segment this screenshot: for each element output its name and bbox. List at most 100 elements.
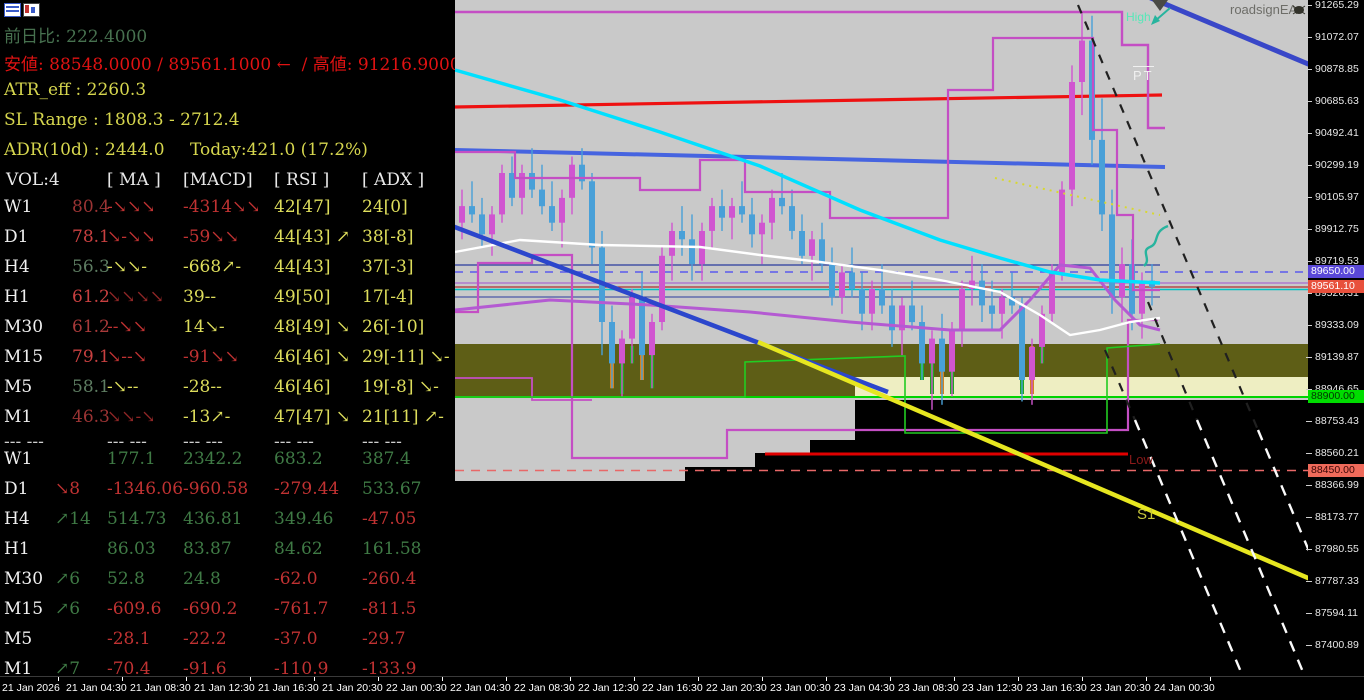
price-tick: 90685.63 [1306,95,1359,107]
cell-trend: ↘8 [55,479,81,499]
cell-macd: -668↗- [183,257,242,277]
table-row: M30 61.2 --↘↘ 14↘- 48[49] ↘ 26[-10] [0,317,455,347]
cell-v3: -279.44 [274,479,340,499]
price-tick: 89333.09 [1306,319,1359,331]
cell-v4: -29.7 [362,629,406,649]
time-tick-mark [442,677,443,681]
cell-v2: 24.8 [183,569,221,589]
cell-v4: 533.67 [362,479,422,499]
timeframe-label: M1 [4,407,33,427]
cell-vol: 61.2 [72,317,110,337]
chart-bars-icon[interactable] [23,3,40,17]
cell-v4: -47.05 [362,509,417,529]
cell-ma: ↘↘↘↘ [107,287,164,307]
table-row: H4 ↗14 514.73 436.81 349.46 -47.05 [0,509,455,539]
time-tick-label: 21 Jan 2026 [2,682,60,694]
time-tick-mark [762,677,763,681]
time-axis[interactable]: 21 Jan 2026 21 Jan 04:30 21 Jan 08:30 21 Ja… [0,676,1364,700]
time-tick-label: 21 Jan 20:30 [322,682,383,694]
table-row: W1 177.1 2342.2 683.2 387.4 [0,449,455,479]
cell-adx: 38[-8] [362,227,414,247]
cell-macd: 39-- [183,287,217,307]
cell-macd: -13↗- [183,407,231,427]
table-row: D1 78.1 ↘-↘↘ -59↘↘ 44[43] ↗ 38[-8] [0,227,455,257]
table-row: W1 80.4 -↘↘↘ -4314↘↘ 42[47] 24[0] [0,197,455,227]
cell-adx: 24[0] [362,197,408,217]
cell-ma: ↘-↘↘ [107,227,156,247]
cell-ma: ↘↘-↘ [107,407,156,427]
cell-macd: -59↘↘ [183,227,239,247]
ea-bug-icon [1292,5,1306,15]
col-header-rsi: [ RSI ] [274,170,330,190]
teal-squiggle-annotation [1143,224,1169,267]
time-tick-mark [570,677,571,681]
time-tick-mark [506,677,507,681]
cell-macd: 14↘- [183,317,225,337]
time-tick-label: 21 Jan 16:30 [258,682,319,694]
table-row: M1 46.3 ↘↘-↘ -13↗- 47[47] ↘ 21[11] ↗- [0,407,455,437]
timeframe-label: D1 [4,227,29,247]
indicator-dashboard-panel: 前日比: 222.4000 安値: 88548.0000 / 89561.100… [0,0,455,676]
table-row: M15 79.1 ↘--↘ -91↘↘ 46[46] ↘ 29[-11] ↘- [0,347,455,377]
ea-watermark: roadsignEA [1230,2,1298,17]
cell-trend: ↗6 [55,569,81,589]
cell-v1: -1346.06 [107,479,184,499]
cell-v3: 349.46 [274,509,334,529]
time-tick-mark [250,677,251,681]
cell-vol: 79.1 [72,347,110,367]
timeframe-label: D1 [4,479,29,499]
time-tick-label: 22 Jan 20:30 [706,682,767,694]
cell-v1: 514.73 [107,509,167,529]
cell-ma: -↘↘↘ [107,197,156,217]
indicator-list-icon[interactable] [4,3,21,17]
support1-label: S1 [1137,506,1156,523]
cell-trend: ↗6 [55,599,81,619]
price-tick: 87594.11 [1306,607,1358,619]
time-tick-mark [186,677,187,681]
cell-v4: -133.9 [362,659,417,676]
high-marker-label: High [1126,10,1151,24]
today-range: Today:421.0 (17.2%) [190,140,368,160]
cell-ma: -↘-- [107,377,139,397]
table-row: M30 ↗6 52.8 24.8 -62.0 -260.4 [0,569,455,599]
cell-v3: 683.2 [274,449,323,469]
cell-vol: 78.1 [72,227,110,247]
cell-adx: 17[-4] [362,287,414,307]
table-row: H1 61.2 ↘↘↘↘ 39-- 49[50] 17[-4] [0,287,455,317]
col-header-vol: VOL:4 [6,170,60,190]
price-tick: 90878.85 [1306,63,1359,75]
price-tick: 90492.41 [1306,127,1359,139]
timeframe-label: H4 [4,257,30,277]
cell-ma: ↘--↘ [107,347,147,367]
cell-vol: 46.3 [72,407,110,427]
time-tick-label: 22 Jan 12:30 [578,682,639,694]
price-axis[interactable]: 91265.29 91072.07 90878.85 90685.63 90492.41… [1306,0,1364,676]
separator-dashes: --- --- [4,432,44,452]
price-level-badge: 88900.00 [1308,390,1364,403]
col-header-adx: [ ADX ] [362,170,425,190]
price-tick: 89912.75 [1306,223,1359,235]
cell-adx: 21[11] ↗- [362,407,444,427]
time-tick-mark [378,677,379,681]
time-tick-mark [698,677,699,681]
low-high-range: 安値: 88548.0000 / 89561.1000 ← / 高値: 9121… [4,55,455,75]
timeframe-label: W1 [4,449,33,469]
table-row: M15 ↗6 -609.6 -690.2 -761.7 -811.5 [0,599,455,629]
cell-vol: 56.3 [72,257,110,277]
cell-v4: 387.4 [362,449,411,469]
cell-rsi: 49[50] [274,287,331,307]
time-tick-label: 23 Jan 08:30 [898,682,959,694]
cell-v1: 86.03 [107,539,156,559]
cell-v3: 84.62 [274,539,323,559]
value-zone-band [855,377,1308,397]
time-tick-mark [954,677,955,681]
cell-v2: 2342.2 [183,449,243,469]
cell-adx: 37[-3] [362,257,414,277]
cell-v3: -62.0 [274,569,318,589]
timeframe-label: H4 [4,509,30,529]
col-header-macd: [MACD] [183,170,253,190]
time-tick-mark [826,677,827,681]
time-tick-mark [122,677,123,681]
